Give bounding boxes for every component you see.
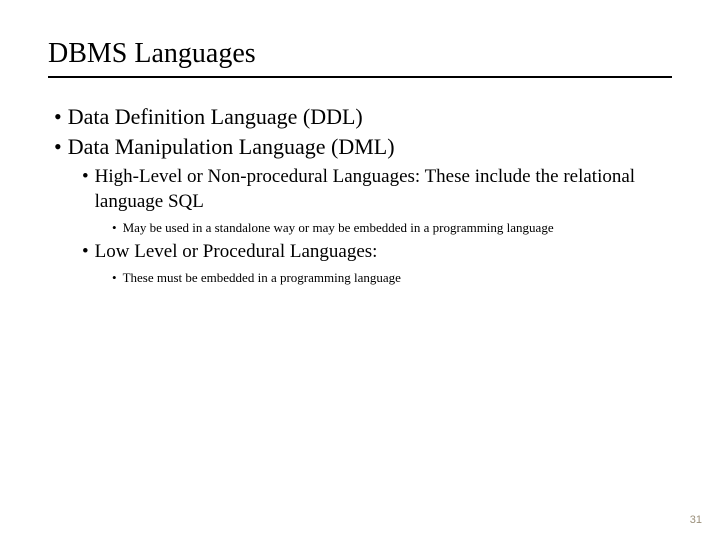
bullet-dot-icon: • bbox=[54, 102, 68, 132]
bullet-level3: • These must be embedded in a programmin… bbox=[48, 269, 672, 287]
bullet-dot-icon: • bbox=[82, 240, 95, 265]
bullet-dot-icon: • bbox=[112, 269, 123, 287]
bullet-level1: • Data Manipulation Language (DML) bbox=[48, 132, 672, 162]
bullet-text: Data Definition Language (DDL) bbox=[68, 102, 672, 132]
bullet-text: Low Level or Procedural Languages: bbox=[95, 240, 672, 265]
bullet-level2: • High-Level or Non-procedural Languages… bbox=[48, 165, 672, 214]
page-number: 31 bbox=[690, 514, 702, 526]
bullet-dot-icon: • bbox=[82, 165, 95, 214]
bullet-level3: • May be used in a standalone way or may… bbox=[48, 219, 672, 237]
bullet-level2: • Low Level or Procedural Languages: bbox=[48, 240, 672, 265]
title-underline bbox=[48, 76, 672, 78]
bullet-text: High-Level or Non-procedural Languages: … bbox=[95, 165, 672, 214]
bullet-level1: • Data Definition Language (DDL) bbox=[48, 102, 672, 132]
bullet-text: May be used in a standalone way or may b… bbox=[123, 219, 672, 237]
bullet-dot-icon: • bbox=[112, 219, 123, 237]
slide-title: DBMS Languages bbox=[48, 38, 672, 70]
bullet-dot-icon: • bbox=[54, 132, 68, 162]
slide-container: DBMS Languages • Data Definition Languag… bbox=[0, 0, 720, 540]
bullet-text: Data Manipulation Language (DML) bbox=[68, 132, 672, 162]
bullet-text: These must be embedded in a programming … bbox=[123, 269, 672, 287]
